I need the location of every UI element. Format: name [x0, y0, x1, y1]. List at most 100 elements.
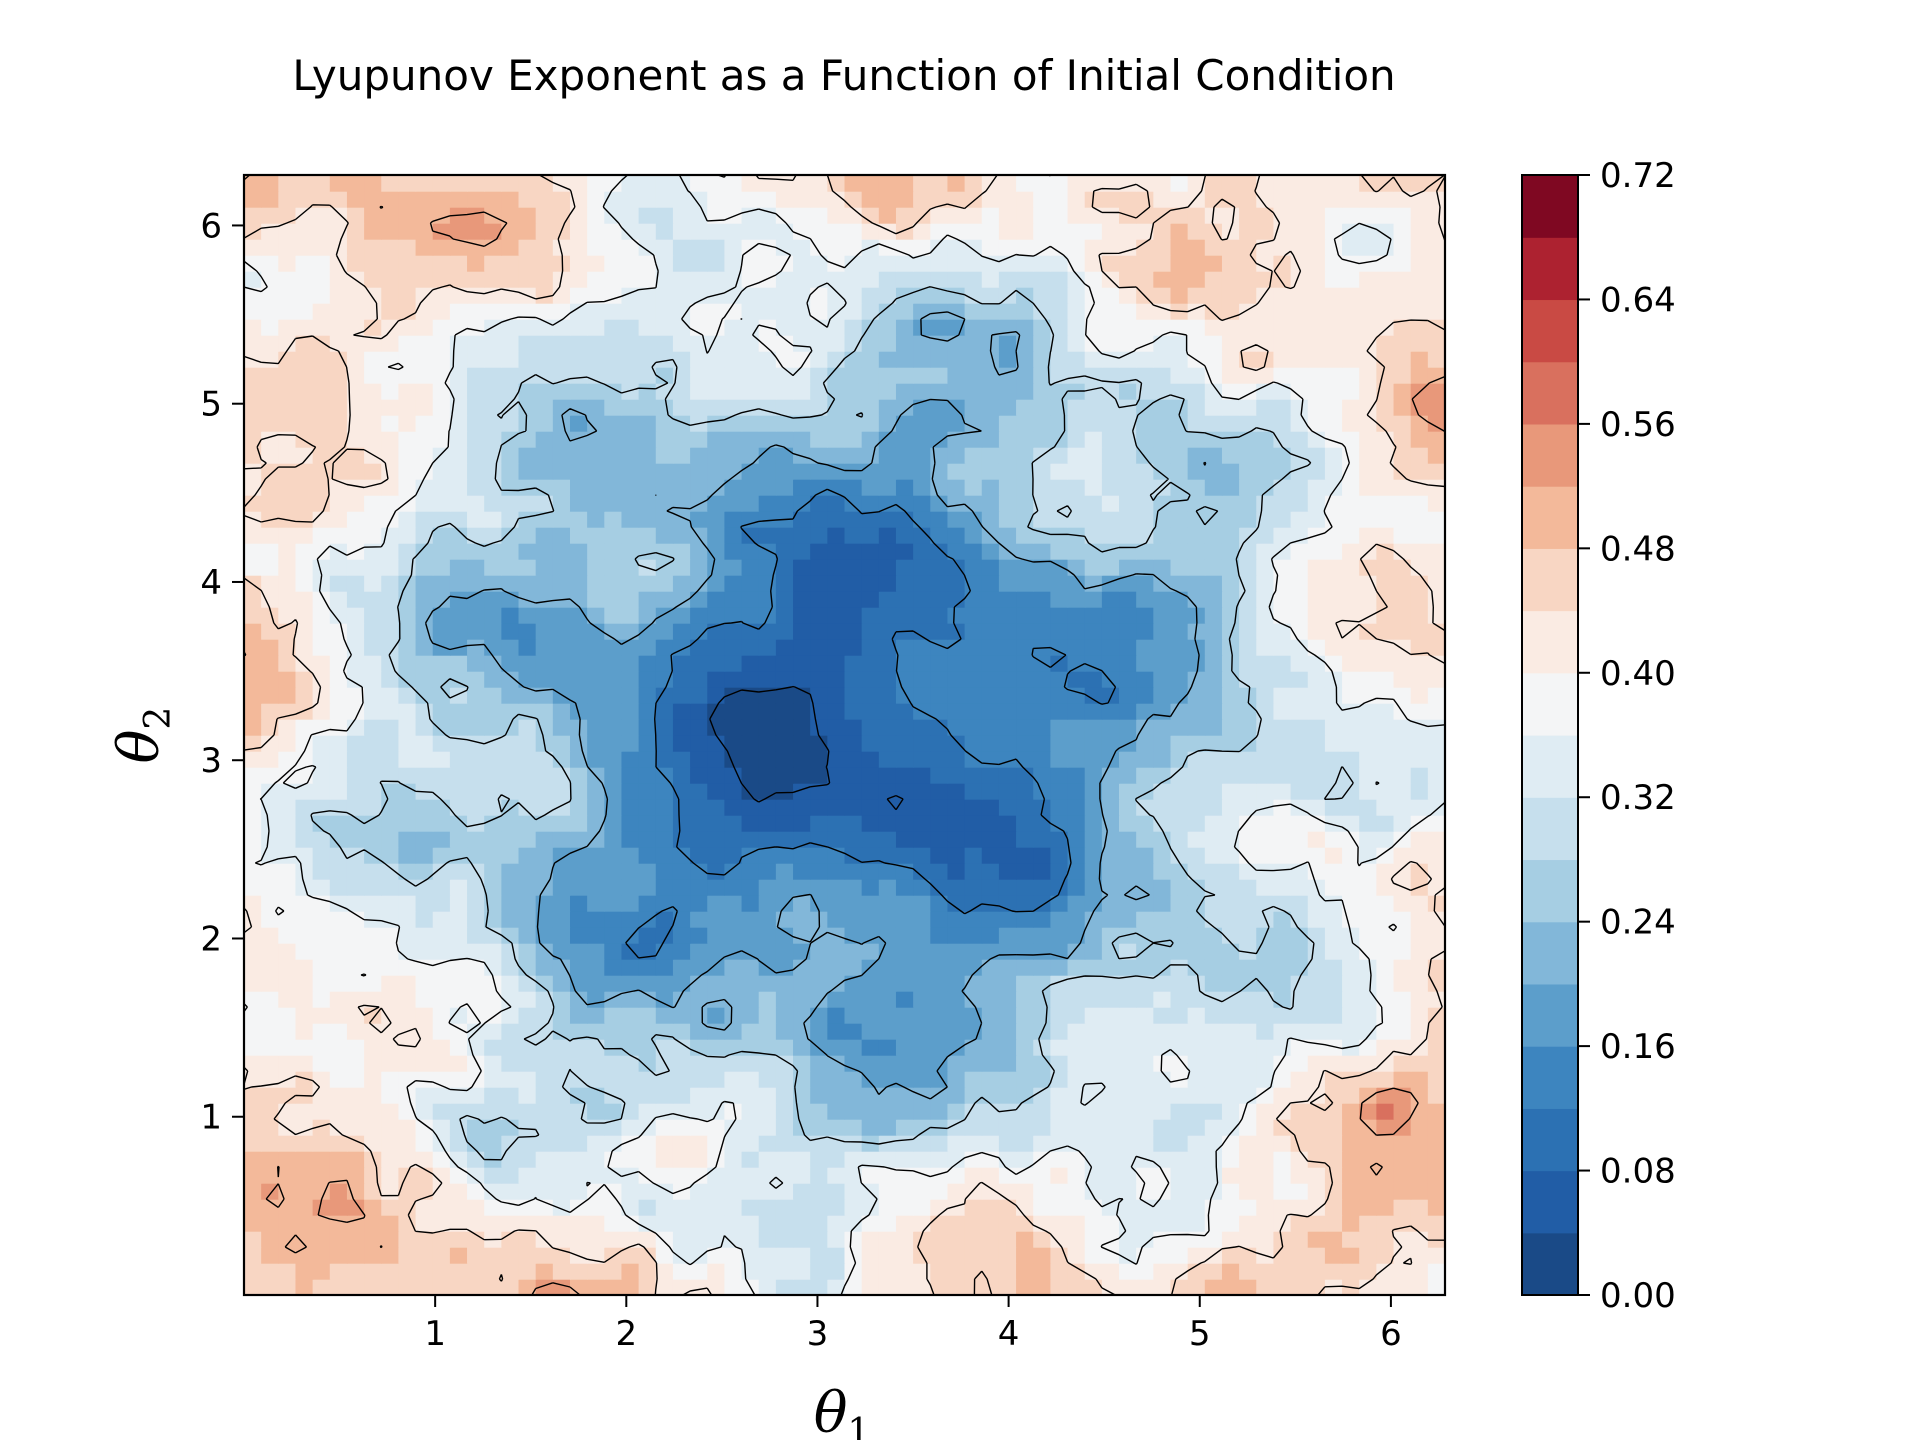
contour-cell: [1084, 1023, 1103, 1040]
contour-cell: [604, 1167, 623, 1184]
contour-cell: [1119, 783, 1137, 800]
contour-cell: [758, 847, 777, 864]
contour-cell: [1101, 623, 1120, 640]
contour-cell: [1016, 1071, 1034, 1088]
contour-cell: [1273, 879, 1292, 896]
contour-cell: [861, 415, 880, 432]
contour-cell: [827, 1071, 846, 1088]
contour-cell: [295, 671, 314, 688]
contour-cell: [1376, 287, 1395, 304]
contour-cell: [1119, 1103, 1137, 1120]
contour-cell: [621, 687, 640, 704]
contour-cell: [484, 175, 503, 192]
contour-cell: [1256, 527, 1275, 544]
contour-cell: [484, 927, 503, 944]
contour-cell: [295, 239, 314, 256]
contour-cell: [672, 223, 691, 240]
contour-cell: [552, 575, 571, 592]
contour-cell: [1084, 559, 1103, 576]
contour-cell: [964, 1167, 983, 1184]
contour-cell: [449, 1279, 468, 1295]
contour-cell: [1187, 527, 1206, 544]
contour-cell: [878, 639, 897, 656]
contour-cell: [810, 655, 829, 672]
contour-cell: [1239, 1119, 1257, 1136]
contour-cell: [1256, 879, 1275, 896]
contour-cell: [398, 959, 417, 976]
contour-cell: [415, 287, 434, 304]
contour-cell: [244, 847, 262, 864]
contour-cell: [1136, 1215, 1155, 1232]
contour-cell: [1050, 527, 1069, 544]
contour-cell: [1359, 223, 1378, 240]
contour-cell: [1119, 479, 1137, 496]
contour-cell: [1393, 399, 1412, 416]
contour-cell: [981, 1055, 1000, 1072]
contour-cell: [621, 959, 640, 976]
contour-cell: [724, 479, 743, 496]
contour-cell: [569, 815, 588, 832]
contour-cell: [295, 527, 314, 544]
contour-cell: [707, 399, 726, 416]
contour-cell: [1119, 1183, 1137, 1200]
contour-cell: [1324, 1023, 1343, 1040]
contour-cell: [312, 1247, 331, 1264]
contour-cell: [1410, 1119, 1429, 1136]
contour-cell: [1136, 1263, 1155, 1280]
contour-cell: [1033, 1087, 1052, 1104]
contour-cell: [930, 575, 949, 592]
contour-cell: [1410, 735, 1429, 752]
contour-cell: [964, 1087, 983, 1104]
contour-cell: [1427, 1215, 1445, 1232]
contour-cell: [981, 751, 1000, 768]
contour-cell: [484, 991, 503, 1008]
contour-cell: [707, 351, 726, 368]
contour-cell: [346, 1183, 365, 1200]
contour-cell: [1050, 1119, 1069, 1136]
contour-cell: [861, 863, 880, 880]
contour-cell: [621, 719, 640, 736]
contour-cell: [1050, 271, 1069, 288]
contour-cell: [793, 511, 811, 528]
contour-cell: [1101, 879, 1120, 896]
contour-cell: [947, 671, 966, 688]
contour-cell: [1324, 1119, 1343, 1136]
contour-cell: [364, 559, 382, 576]
contour-cell: [604, 879, 623, 896]
contour-cell: [467, 943, 485, 960]
contour-cell: [1153, 719, 1172, 736]
contour-cell: [655, 287, 674, 304]
contour-cell: [346, 751, 365, 768]
contour-cell: [913, 911, 931, 928]
contour-cell: [329, 559, 348, 576]
contour-cell: [381, 815, 400, 832]
contour-cell: [1410, 239, 1429, 256]
contour-cell: [775, 207, 794, 224]
contour-cell: [1359, 911, 1378, 928]
contour-cell: [672, 1263, 691, 1280]
contour-cell: [1050, 863, 1069, 880]
contour-cell: [1170, 1103, 1189, 1120]
contour-cell: [1273, 1071, 1292, 1088]
contour-cell: [364, 879, 382, 896]
contour-cell: [758, 511, 777, 528]
contour-cell: [1033, 655, 1052, 672]
contour-cell: [278, 543, 297, 560]
contour-cell: [1359, 767, 1378, 784]
contour-cell: [913, 1071, 931, 1088]
contour-cell: [724, 543, 743, 560]
contour-cell: [690, 1071, 708, 1088]
contour-cell: [278, 1247, 297, 1264]
contour-cell: [244, 1199, 262, 1216]
contour-cell: [1324, 319, 1343, 336]
contour-cell: [964, 1215, 983, 1232]
contour-cell: [278, 447, 297, 464]
contour-cell: [535, 1103, 554, 1120]
contour-cell: [1342, 735, 1360, 752]
contour-cell: [1239, 831, 1257, 848]
contour-cell: [1170, 1199, 1189, 1216]
contour-cell: [1290, 1199, 1309, 1216]
contour-cell: [758, 1279, 777, 1295]
contour-cell: [690, 991, 708, 1008]
